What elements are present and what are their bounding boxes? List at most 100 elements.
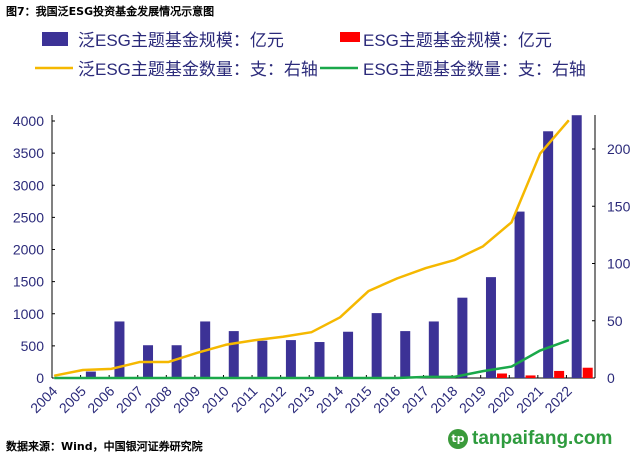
line-point <box>110 377 112 379</box>
left-axis-tick-label: 1000 <box>13 306 44 322</box>
chart: 0 500 1000 1500 2000 2500 3000 3500 4000 0 50 100 15… <box>13 31 631 416</box>
bar-pan-esg-scale <box>457 297 468 378</box>
left-axis-tick-label: 2000 <box>13 242 44 258</box>
line-point <box>425 376 427 378</box>
line-point <box>568 119 570 121</box>
x-axis-tick-label: 2004 <box>27 383 60 416</box>
x-axis-tick-label: 2011 <box>228 383 261 416</box>
line-point <box>253 377 255 379</box>
line-point <box>139 377 141 379</box>
left-axis-tick-label: 500 <box>21 338 45 354</box>
bar-pan-esg-scale <box>314 342 325 378</box>
line-point <box>311 377 312 379</box>
watermark-text: tanpaifang.com <box>472 428 613 449</box>
line-point <box>225 344 227 346</box>
right-axis-tick-label: 0 <box>607 370 615 386</box>
bar-pan-esg-scale <box>228 331 239 378</box>
left-axis-tick-label: 3500 <box>13 145 44 161</box>
left-axis-tick-label: 3000 <box>13 177 44 193</box>
watermark-logo-icon: tp <box>448 429 468 449</box>
bar-pan-esg-scale <box>400 331 411 378</box>
left-axis-tick-label: 1500 <box>13 274 44 290</box>
line-point <box>453 376 455 378</box>
right-axis-tick-label: 200 <box>607 141 631 157</box>
line-point <box>139 361 141 363</box>
legend-label: 泛ESG主题基金规模：亿元 <box>78 31 284 50</box>
line-point <box>453 259 455 261</box>
x-axis-tick-label: 2012 <box>256 383 289 416</box>
bar-pan-esg-scale <box>257 340 268 378</box>
line-point <box>482 245 484 247</box>
x-axis-tick-label: 2016 <box>370 383 403 416</box>
line-point <box>368 377 370 379</box>
bar-esg-scale <box>525 375 536 378</box>
line-point <box>196 352 198 354</box>
x-axis-tick-label: 2017 <box>399 383 432 416</box>
line-point <box>253 339 255 341</box>
x-axis-tick-label: 2010 <box>199 383 232 416</box>
bar-pan-esg-scale <box>285 340 296 378</box>
line-point <box>425 267 427 269</box>
line-point <box>511 366 513 368</box>
line-point <box>82 377 84 379</box>
line-point <box>53 377 55 379</box>
bar-esg-scale <box>496 373 507 378</box>
x-axis-tick-label: 2022 <box>541 383 574 416</box>
x-axis-tick-label: 2013 <box>284 383 317 416</box>
legend-label: ESG主题基金规模：亿元 <box>363 31 552 50</box>
legend-label: ESG主题基金数量：支：右轴 <box>363 60 586 79</box>
right-axis-tick-label: 50 <box>607 313 623 329</box>
x-axis-tick-label: 2006 <box>84 383 117 416</box>
bar-esg-scale <box>554 370 565 378</box>
source-note: 数据来源：Wind，中国银河证券研究院 <box>6 440 203 453</box>
line-point <box>539 153 541 155</box>
line-point <box>82 369 84 371</box>
line-point <box>539 350 541 352</box>
line-point <box>511 221 513 223</box>
line-point <box>53 375 55 377</box>
bar-pan-esg-scale <box>571 115 582 378</box>
bar-pan-esg-scale <box>171 345 182 378</box>
watermark: tp tanpaifang.com <box>448 428 612 450</box>
line-point <box>110 368 112 370</box>
figure-title: 图7：我国泛ESG投资基金发展情况示意图 <box>6 5 215 18</box>
line-point <box>339 377 341 379</box>
left-axis-tick-label: 0 <box>36 370 44 386</box>
x-axis-tick-label: 2020 <box>484 383 517 416</box>
line-point <box>168 377 170 379</box>
bar-pan-esg-scale <box>485 277 496 378</box>
bar-pan-esg-scale <box>428 321 439 378</box>
line-point <box>225 377 227 379</box>
bar-pan-esg-scale <box>343 331 354 378</box>
right-axis-tick-label: 100 <box>607 256 631 272</box>
x-axis-tick-label: 2005 <box>56 383 89 416</box>
line-point <box>568 339 570 341</box>
line-point <box>311 331 312 333</box>
x-axis-tick-label: 2007 <box>113 383 146 416</box>
line-point <box>396 377 398 379</box>
line-point <box>282 377 284 379</box>
x-axis-tick-label: 2019 <box>456 383 489 416</box>
line-point <box>482 370 484 372</box>
bar-pan-esg-scale <box>114 321 125 378</box>
line-point <box>368 290 370 292</box>
bar-pan-esg-scale <box>371 313 382 378</box>
legend-swatch <box>340 32 360 42</box>
x-axis-tick-label: 2014 <box>313 383 346 416</box>
line-point <box>168 361 170 363</box>
x-axis-tick-label: 2008 <box>141 383 174 416</box>
line-point <box>282 336 284 338</box>
bar-pan-esg-scale <box>543 131 554 378</box>
line-point <box>396 277 398 279</box>
legend-label: 泛ESG主题基金数量：支：右轴 <box>78 60 318 79</box>
x-axis-tick-label: 2015 <box>341 383 374 416</box>
legend-swatch <box>42 32 68 46</box>
x-axis-tick-label: 2021 <box>513 383 546 416</box>
left-axis-tick-label: 4000 <box>13 113 44 129</box>
left-axis-tick-label: 2500 <box>13 209 44 225</box>
x-axis-tick-label: 2009 <box>170 383 203 416</box>
bar-pan-esg-scale <box>85 371 96 378</box>
bar-esg-scale <box>582 367 593 378</box>
line-point <box>339 316 341 318</box>
